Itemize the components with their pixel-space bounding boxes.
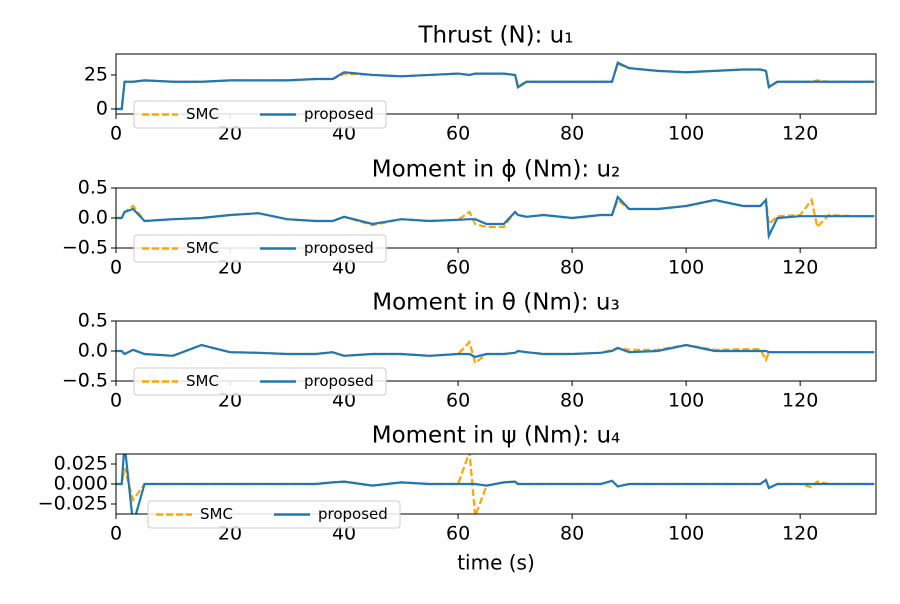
series-line bbox=[116, 194, 875, 241]
legend-label: SMC bbox=[200, 505, 233, 523]
x-tick-label: 60 bbox=[446, 523, 470, 545]
x-tick-label: 120 bbox=[782, 123, 818, 145]
legend-label: SMC bbox=[186, 239, 219, 257]
x-tick-label: 60 bbox=[446, 390, 470, 412]
legend-label: SMC bbox=[186, 372, 219, 390]
x-tick-label: 120 bbox=[782, 390, 818, 412]
y-tick-label: 25 bbox=[84, 63, 108, 85]
series-line bbox=[116, 343, 875, 359]
y-tick-label: −0.5 bbox=[62, 370, 108, 392]
legend-label: proposed bbox=[304, 239, 374, 257]
subplot-title: Moment in ψ (Nm): u₄ bbox=[372, 423, 621, 449]
y-tick-label: 0 bbox=[96, 97, 108, 119]
x-tick-label: 80 bbox=[560, 257, 584, 279]
legend-label: proposed bbox=[304, 372, 374, 390]
x-tick-label: 100 bbox=[668, 257, 704, 279]
x-tick-label: 0 bbox=[110, 123, 122, 145]
x-tick-label: 0 bbox=[110, 523, 122, 545]
series-line bbox=[116, 454, 875, 514]
y-tick-label: 0.5 bbox=[78, 310, 108, 332]
x-tick-label: 80 bbox=[560, 390, 584, 412]
x-axis-label: time (s) bbox=[457, 551, 535, 575]
legend-label: SMC bbox=[186, 105, 219, 123]
x-tick-label: 120 bbox=[782, 523, 818, 545]
x-tick-label: 100 bbox=[668, 523, 704, 545]
x-tick-label: 60 bbox=[446, 257, 470, 279]
y-tick-label: 0.025 bbox=[54, 453, 108, 475]
y-tick-label: 0.000 bbox=[54, 473, 108, 495]
x-tick-label: 60 bbox=[446, 123, 470, 145]
subplot-title: Moment in ϕ (Nm): u₂ bbox=[372, 157, 621, 183]
y-tick-label: −0.5 bbox=[62, 237, 108, 259]
y-tick-label: −0.025 bbox=[38, 493, 108, 515]
x-tick-label: 0 bbox=[110, 257, 122, 279]
x-tick-label: 80 bbox=[560, 523, 584, 545]
x-tick-label: 120 bbox=[782, 257, 818, 279]
legend-label: proposed bbox=[304, 105, 374, 123]
legend-label: proposed bbox=[318, 505, 388, 523]
y-tick-label: 0.0 bbox=[78, 207, 108, 229]
x-tick-label: 100 bbox=[668, 123, 704, 145]
x-tick-label: 0 bbox=[110, 390, 122, 412]
y-tick-label: 0.5 bbox=[78, 177, 108, 199]
subplot-title: Thrust (N): u₁ bbox=[418, 23, 574, 49]
axes-frame bbox=[115, 53, 877, 115]
subplot-title: Moment in θ (Nm): u₃ bbox=[372, 290, 619, 316]
x-tick-label: 80 bbox=[560, 123, 584, 145]
x-tick-label: 100 bbox=[668, 390, 704, 412]
series-line bbox=[116, 61, 875, 111]
y-tick-label: 0.0 bbox=[78, 340, 108, 362]
